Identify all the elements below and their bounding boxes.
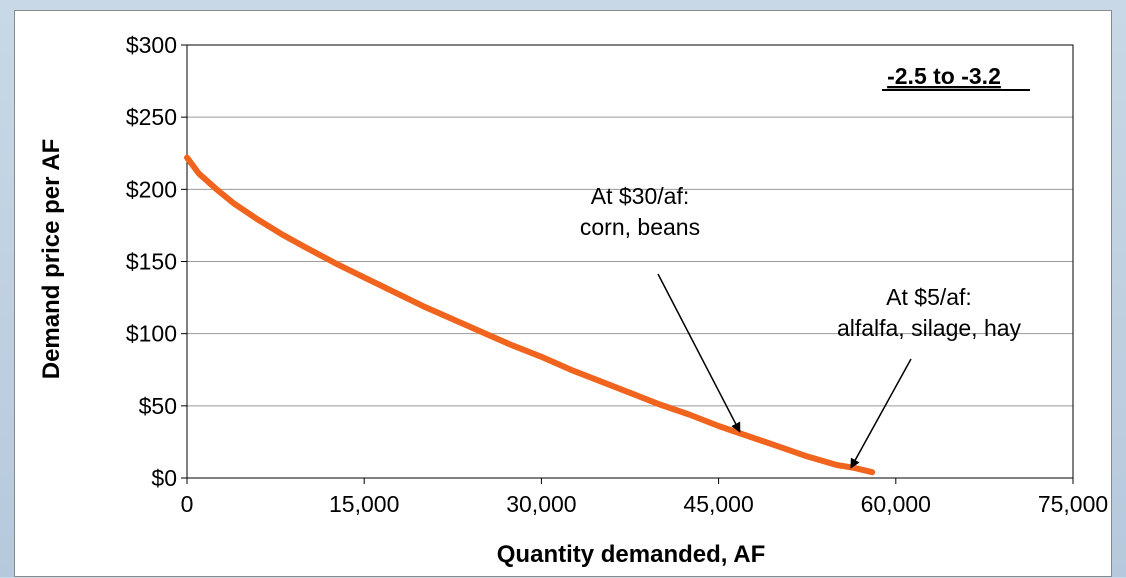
annotation-text: At $5/af: — [886, 284, 972, 310]
y-tick-label: $0 — [151, 465, 177, 491]
plot-area-border — [186, 44, 1074, 479]
x-tick-label: 0 — [181, 491, 194, 517]
y-tick-label: $200 — [126, 176, 177, 202]
demand-curve-chart: $0 $50 $100 $150 $200 $250 $300 0 15,000 30,000 45… — [38, 32, 1108, 568]
x-tick-label: 45,000 — [683, 491, 753, 517]
chart-frame: $0 $50 $100 $150 $200 $250 $300 0 15,000 30,000 45… — [14, 10, 1112, 577]
x-tick-label: 75,000 — [1038, 491, 1108, 517]
x-tick-label: 15,000 — [329, 491, 399, 517]
annotation-text: At $30/af: — [591, 183, 689, 209]
x-tick-label: 60,000 — [861, 491, 931, 517]
annotation: At $30/af: corn, beans — [580, 183, 741, 433]
demand-curve-line — [184, 154, 876, 476]
y-axis-title: Demand price per AF — [38, 139, 65, 380]
y-tick-label: $250 — [126, 104, 177, 130]
x-axis-title: Quantity demanded, AF — [497, 541, 765, 568]
y-tick-label: $100 — [126, 321, 177, 347]
y-tick-label: $50 — [139, 393, 177, 419]
annotation-text: alfalfa, silage, hay — [837, 315, 1022, 341]
x-tick-label: 30,000 — [506, 491, 576, 517]
annotation-text: corn, beans — [580, 214, 700, 240]
annotation: At $5/af: alfalfa, silage, hay — [837, 284, 1022, 469]
annotation-arrow — [850, 358, 912, 469]
y-tick-label: $150 — [126, 249, 177, 275]
elasticity-label: -2.5 to -3.2 — [887, 63, 1001, 89]
annotation-arrow — [657, 273, 741, 433]
y-tick-label: $300 — [126, 32, 177, 58]
